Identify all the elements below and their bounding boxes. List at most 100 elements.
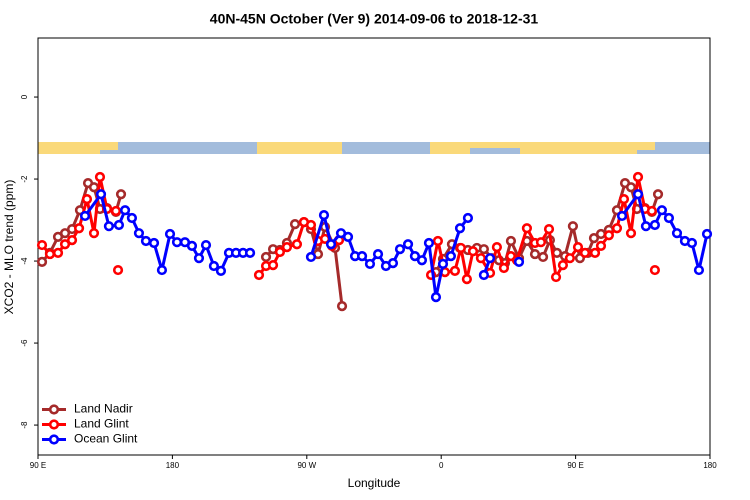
data-point [449, 265, 461, 276]
data-point [208, 260, 220, 272]
data-point [305, 219, 317, 231]
data-point [543, 223, 555, 235]
data-point [336, 301, 348, 312]
data-point [649, 264, 660, 276]
data-point [186, 240, 198, 251]
data-point [409, 251, 421, 262]
data-point [36, 239, 48, 251]
data-point [126, 212, 138, 224]
data-point [616, 210, 628, 222]
data-point [281, 242, 293, 253]
legend-swatch-marker [48, 404, 60, 415]
legend-swatch-marker [48, 419, 60, 430]
data-point [364, 258, 376, 270]
data-point [402, 239, 414, 250]
data-point [430, 292, 442, 303]
data-point [113, 219, 125, 231]
data-point [148, 237, 160, 249]
data-point [484, 253, 496, 264]
data-point [537, 251, 549, 263]
data-point [164, 228, 176, 240]
data-point [356, 251, 368, 262]
data-point [550, 271, 562, 283]
x-tick-label: 0 [439, 461, 444, 470]
data-point [387, 258, 399, 269]
data-point [589, 247, 601, 258]
land-ocean-strip [38, 142, 710, 154]
x-tick-label: 90 E [567, 461, 583, 470]
data-point [595, 240, 607, 251]
data-point [498, 262, 510, 274]
data-point [94, 171, 106, 183]
data-point [671, 228, 683, 239]
legend-label: Land Glint [74, 417, 129, 431]
data-point [693, 264, 705, 276]
data-point [305, 251, 317, 263]
plot-frame [37, 37, 711, 456]
data-point [478, 244, 490, 255]
data-point [455, 242, 467, 254]
data-point [260, 251, 272, 263]
data-point [625, 182, 637, 193]
data-point [44, 248, 56, 260]
data-point [318, 210, 330, 221]
x-tick-label: 90 W [297, 461, 316, 470]
data-point [73, 223, 85, 234]
data-point [505, 235, 517, 247]
data-point [171, 237, 183, 248]
data-point [462, 212, 474, 224]
data-point [454, 223, 466, 234]
data-point [289, 219, 301, 230]
data-point [88, 182, 100, 193]
data-point [521, 223, 533, 234]
data-point [632, 189, 644, 200]
x-axis-label: Longitude [348, 476, 401, 490]
data-point [656, 205, 668, 216]
data-point [491, 242, 503, 253]
data-point [646, 205, 658, 217]
data-point [140, 235, 152, 247]
data-point [215, 265, 227, 276]
y-tick-label: 0 [20, 94, 29, 99]
data-point [461, 273, 472, 285]
data-point [193, 253, 205, 264]
y-tick-label: -6 [20, 339, 29, 347]
data-point [649, 219, 660, 231]
y-axis-label: XCO2 - MLO trend (ppm) [2, 180, 16, 315]
data-point [115, 189, 127, 200]
data-point [394, 244, 406, 255]
data-point [686, 237, 698, 249]
data-point [372, 248, 384, 260]
legend-label: Land Nadir [74, 402, 133, 416]
y-tick-label: -4 [20, 257, 29, 265]
data-point [291, 239, 303, 250]
data-point [478, 269, 490, 281]
data-point [579, 247, 591, 258]
data-point [267, 260, 279, 271]
data-point [588, 232, 600, 244]
data-point [416, 255, 428, 266]
legend-label: Ocean Glint [74, 432, 138, 446]
data-point [81, 194, 93, 205]
data-point [103, 221, 115, 232]
data-point [611, 223, 623, 234]
data-point [59, 228, 71, 239]
data-point [445, 251, 457, 262]
data-point [535, 237, 547, 248]
data-point [36, 256, 48, 267]
data-point [625, 228, 637, 239]
data-point [432, 235, 444, 247]
data-point [701, 228, 713, 240]
x-tick-label: 180 [703, 461, 717, 470]
data-point [567, 221, 579, 232]
data-point [595, 228, 607, 240]
data-point [133, 228, 145, 239]
y-tick-label: -8 [20, 421, 29, 429]
data-point [342, 231, 354, 242]
data-point [423, 237, 435, 249]
data-point [475, 253, 487, 264]
data-point [59, 239, 71, 250]
data-point [119, 205, 131, 216]
